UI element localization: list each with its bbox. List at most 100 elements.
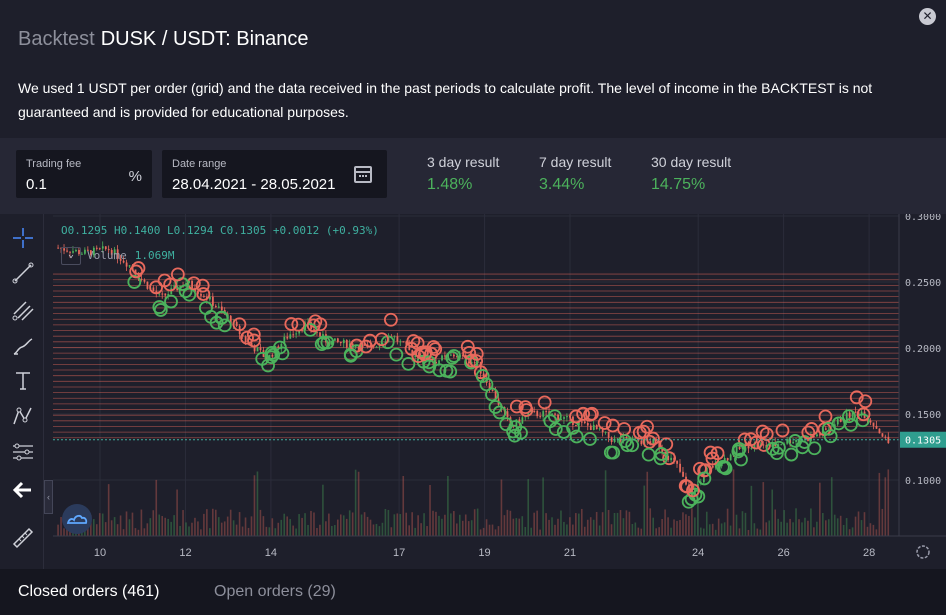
candle-body [155, 290, 158, 294]
candle-body [217, 306, 220, 308]
sell-order-marker [247, 333, 261, 348]
candle-body [354, 346, 357, 348]
date-range-field[interactable]: Date range 28.04.2021 - 28.05.2021 [162, 150, 387, 198]
orders-tabs: Closed orders (461) Open orders (29) [0, 569, 946, 615]
volume-bar [194, 517, 196, 536]
candle-body [711, 465, 714, 468]
candle-body [539, 416, 542, 418]
candle-body [339, 341, 342, 344]
volume-bar [625, 510, 628, 536]
volume-bar [836, 518, 839, 536]
candle-body [119, 258, 122, 261]
text-tool-icon[interactable] [9, 367, 37, 395]
candle-body [203, 295, 205, 297]
candle-body [250, 342, 253, 346]
volume-bar [119, 515, 122, 536]
volume-bar [399, 514, 402, 536]
sell-order-marker [710, 446, 725, 461]
trading-fee-field[interactable]: Trading fee 0.1 % [16, 150, 152, 198]
candle-body [479, 361, 482, 374]
volume-bar [104, 522, 107, 536]
candle-body [557, 414, 559, 421]
volume-bar [563, 521, 565, 536]
volume-bar [334, 525, 336, 536]
volume-bar [307, 524, 309, 536]
buy-order-marker [543, 414, 558, 429]
candle-body [566, 416, 568, 418]
volume-bar [182, 510, 184, 536]
volume-bar [566, 524, 568, 536]
toolbar-collapse-button[interactable]: ‹ [44, 480, 53, 514]
volume-bar [203, 513, 205, 536]
volume-bar [485, 519, 488, 536]
crosshair-icon[interactable] [9, 224, 37, 252]
volume-bar [795, 508, 797, 536]
volume-bar [217, 517, 220, 536]
candle-body [241, 334, 244, 337]
back-arrow-icon[interactable] [9, 476, 37, 504]
volume-bar [313, 512, 315, 536]
volume-bar [494, 529, 497, 536]
buy-order-marker [772, 440, 786, 455]
volume-bar [875, 529, 878, 536]
candle-body [450, 354, 452, 356]
volume-bar [444, 514, 446, 536]
candle-body [265, 356, 268, 360]
candle-body [878, 428, 881, 434]
candle-body [750, 447, 753, 449]
volume-bar [464, 514, 467, 536]
volume-bar [646, 471, 649, 536]
volume-bar [884, 477, 887, 536]
date-range-input[interactable]: 28.04.2021 - 28.05.2021 [172, 176, 336, 193]
candle-body [601, 428, 604, 433]
candle-body [872, 422, 875, 426]
measure-tool-icon[interactable] [9, 438, 37, 466]
result-label: 30 day result [651, 154, 732, 170]
candle-body [122, 260, 125, 263]
volume-bar [453, 511, 455, 536]
volume-bar [146, 523, 149, 536]
gear-icon[interactable] [916, 545, 930, 559]
candle-body [884, 436, 887, 438]
brush-icon[interactable] [9, 332, 37, 360]
sell-order-marker [149, 280, 163, 295]
trading-fee-input[interactable]: 0.1 [26, 176, 47, 193]
candle-body [869, 420, 872, 423]
volume-bar [610, 524, 613, 536]
volume-bar [348, 510, 351, 536]
calendar-icon[interactable] [354, 166, 372, 183]
volume-bar [110, 520, 113, 536]
trend-line-icon[interactable] [9, 259, 37, 287]
sell-order-marker [404, 341, 419, 356]
ruler-icon[interactable] [9, 524, 37, 552]
tab-closed-orders[interactable]: Closed orders (461) [18, 583, 160, 600]
ohlc-readout: O0.1295 H0.1400 L0.1294 C0.1305 +0.0012 … [61, 224, 379, 237]
fib-tool-icon[interactable] [9, 296, 37, 324]
candle-body [268, 354, 271, 360]
candle-body [580, 421, 583, 423]
candle-body [676, 460, 679, 464]
volume-bar [878, 472, 881, 536]
x-tick-label: 26 [778, 547, 790, 559]
sell-order-marker [569, 409, 583, 424]
candle-body [331, 340, 333, 345]
tab-open-orders[interactable]: Open orders (29) [214, 583, 336, 600]
chart-canvas[interactable]: 0.3000 0.2500 0.2000 0.1500 0.1000 0.1305 10 12… [53, 214, 946, 569]
candle-body [658, 440, 661, 449]
volume-bar [441, 518, 443, 536]
pattern-tool-icon[interactable] [9, 402, 37, 430]
candle-body [801, 439, 803, 441]
sell-order-marker [246, 327, 261, 342]
volume-bar [613, 512, 616, 536]
drawing-toolbar [0, 214, 44, 569]
volume-bar [295, 528, 297, 536]
volume-bar [512, 518, 515, 536]
volume-bar [167, 518, 169, 536]
candle-body [313, 329, 315, 332]
volume-bar [461, 520, 464, 536]
volume-toggle-button[interactable]: ⌄ [61, 247, 81, 265]
price-chart[interactable]: 0.3000 0.2500 0.2000 0.1500 0.1000 0.1305 10 12… [53, 214, 946, 569]
volume-bar [402, 475, 405, 536]
tradingview-logo-icon[interactable] [62, 504, 92, 534]
close-button[interactable]: ✕ [919, 8, 936, 25]
